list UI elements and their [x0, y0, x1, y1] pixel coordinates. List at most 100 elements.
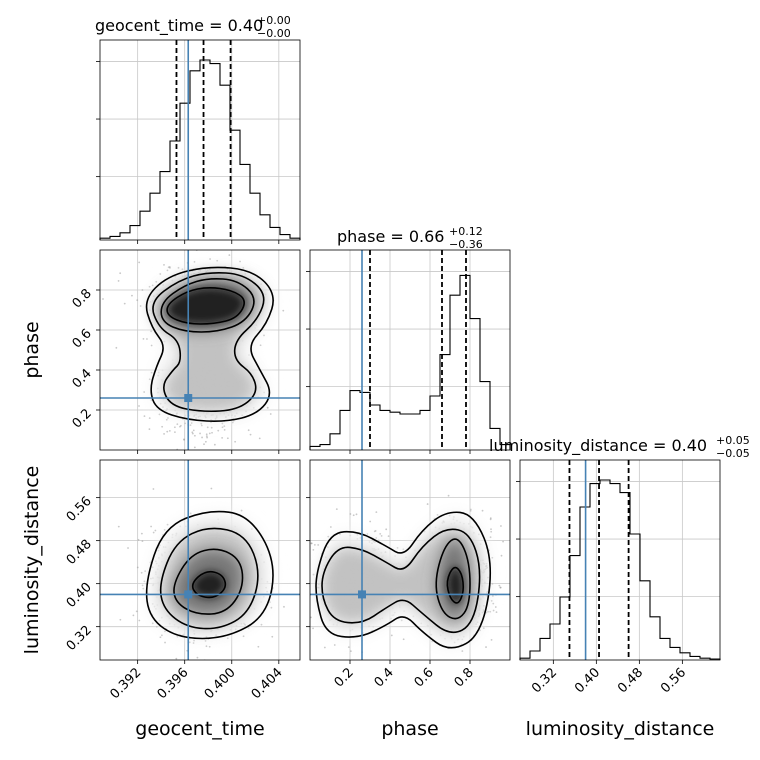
scatter-point — [201, 436, 203, 439]
scatter-point — [257, 645, 260, 648]
scatter-point — [205, 645, 208, 648]
scatter-point — [146, 338, 148, 340]
scatter-point — [400, 619, 403, 622]
scatter-point — [223, 429, 226, 431]
scatter-point — [306, 561, 308, 563]
scatter-point — [249, 433, 252, 436]
x-tick-label-luminosity_distance: 0.32 — [529, 665, 560, 696]
scatter-point — [329, 526, 332, 528]
scatter-point — [396, 547, 399, 549]
histogram-phase — [309, 274, 511, 450]
scatter-point — [151, 284, 154, 287]
scatter-point — [164, 641, 166, 644]
scatter-point — [117, 280, 120, 282]
scatter-point — [206, 452, 208, 454]
title-luminosity-distance: luminosity_distance = 0.40 +0.05 −0.05 — [489, 434, 750, 460]
contour-line — [321, 528, 481, 634]
scatter-point — [499, 586, 502, 589]
scatter-point — [165, 418, 168, 421]
scatter-point — [228, 254, 231, 257]
scatter-point — [187, 245, 189, 247]
scatter-point — [176, 423, 179, 426]
scatter-point — [211, 431, 213, 434]
scatter-point — [269, 413, 272, 415]
scatter-point — [132, 614, 135, 617]
x-tick-label-luminosity_distance: 0.40 — [572, 665, 603, 696]
scatter-point — [148, 428, 151, 431]
scatter-point — [161, 425, 164, 428]
frame-phase-phase — [309, 249, 511, 451]
contour-line — [145, 266, 274, 422]
scatter-point — [375, 511, 378, 514]
scatter-point — [312, 627, 314, 630]
contour-line — [435, 538, 471, 620]
scatter-point — [495, 611, 498, 614]
scatter-point — [482, 627, 485, 630]
frame-luminosity_distance-luminosity_distance — [519, 459, 721, 661]
scatter-point — [485, 646, 487, 648]
scatter-point — [163, 263, 165, 266]
scatter-point — [175, 657, 178, 660]
scatter-point — [270, 606, 273, 609]
y-tick-label-luminosity_distance: 0.32 — [64, 623, 95, 654]
scatter-point — [155, 280, 158, 283]
title-geocent-time-sub: −0.00 — [257, 27, 291, 40]
scatter-point — [242, 635, 245, 638]
scatter-point — [327, 535, 330, 538]
scatter-point — [491, 556, 494, 559]
truth-marker — [184, 590, 193, 599]
scatter-point — [197, 450, 199, 452]
scatter-point — [490, 600, 493, 602]
scatter-point — [193, 639, 195, 642]
scatter-point — [150, 399, 153, 402]
scatter-point — [402, 548, 405, 551]
scatter-point — [385, 528, 388, 531]
scatter-point — [143, 415, 146, 418]
x-tick-label-luminosity_distance: 0.56 — [658, 665, 689, 696]
scatter-point — [206, 436, 209, 439]
y-axis-label-phase: phase — [21, 321, 43, 378]
scatter-point — [131, 294, 133, 297]
contours-luminosity_distance_vs_geocent_time — [145, 510, 274, 640]
scatter-point — [159, 273, 162, 275]
scatter-point — [498, 584, 501, 587]
y-tick-label-luminosity_distance: 0.40 — [64, 580, 95, 611]
scatter-point — [167, 417, 169, 419]
scatter-point — [141, 540, 144, 543]
scatter-point — [234, 440, 237, 443]
title-phase-main: phase = 0.66 — [337, 227, 444, 246]
scatter-point — [269, 601, 271, 604]
scatter-point — [150, 344, 153, 347]
scatter-point — [259, 344, 262, 347]
scatter-point — [206, 426, 209, 429]
scatter-point — [492, 602, 495, 605]
scatter-point — [179, 425, 181, 428]
contour-line — [152, 272, 265, 413]
scatter-point — [205, 435, 208, 438]
scatter-point — [199, 432, 201, 435]
scatter-point — [487, 610, 489, 613]
scatter-point — [168, 429, 171, 432]
scatter-point — [379, 532, 382, 535]
grid-phase-phase — [310, 250, 510, 450]
scatter-point — [317, 544, 320, 546]
scatter-point — [247, 429, 250, 432]
scatter-point — [142, 587, 145, 590]
scatter-point — [263, 334, 265, 337]
histogram-geocent_time — [99, 59, 301, 240]
scatter-point — [210, 426, 213, 429]
scatter-point — [217, 429, 220, 432]
scatter-point — [491, 595, 494, 597]
contour-line — [446, 566, 465, 604]
scatter-point — [260, 623, 263, 626]
scatter-point — [203, 443, 205, 446]
scatter-point — [140, 532, 143, 535]
scatter-point — [310, 542, 313, 545]
scatter-point — [213, 443, 216, 446]
scatter-point — [374, 529, 377, 532]
frame-luminosity_distance-phase — [309, 459, 511, 661]
y-tick-label-phase: 0.8 — [70, 286, 95, 311]
scatter-point — [500, 554, 503, 557]
scatter-point — [166, 430, 169, 433]
scatter-point — [138, 619, 141, 622]
